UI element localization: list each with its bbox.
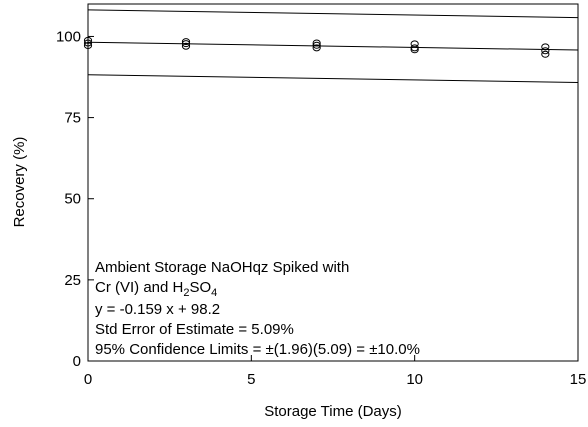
data-point <box>181 38 191 46</box>
data-point <box>312 44 321 52</box>
data-point <box>410 40 419 48</box>
data-point <box>410 44 419 52</box>
x-tick-label: 15 <box>570 371 587 388</box>
y-tick-label: 75 <box>64 110 81 127</box>
axis-tick-labels: 0 5 10 15 0 25 50 75 100 <box>56 28 586 388</box>
annotation-subscript-4: 4 <box>211 287 217 299</box>
y-tick-label: 25 <box>64 272 81 289</box>
annotation-line-1: Ambient Storage NaOHqz Spiked with <box>95 259 349 276</box>
y-tick-label: 50 <box>64 191 81 208</box>
annotation-equation: y = -0.159 x + 98.2 <box>95 301 220 318</box>
regression-line <box>87 41 579 51</box>
annotation-line-2: Cr (VI) and H2SO4 <box>95 279 217 299</box>
annotation-std-error: Std Error of Estimate = 5.09% <box>95 321 294 338</box>
data-points <box>83 36 550 58</box>
axis-ticks <box>87 35 579 362</box>
annotation-line-2-prefix: Cr (VI) and H <box>95 279 183 296</box>
data-point <box>541 47 550 55</box>
y-axis-title: Recovery (%) <box>11 137 28 228</box>
fit-lines <box>87 9 579 83</box>
x-axis-title: Storage Time (Days) <box>264 403 402 420</box>
plot-frame <box>87 3 579 362</box>
data-point <box>181 42 191 50</box>
data-point <box>83 42 93 50</box>
data-point <box>83 39 93 47</box>
annotation-block: Ambient Storage NaOHqz Spiked with Cr (V… <box>95 259 420 358</box>
x-tick-label: 10 <box>406 371 423 388</box>
upper-confidence-line <box>87 9 579 19</box>
x-tick-label: 0 <box>84 371 92 388</box>
data-point <box>541 50 550 58</box>
lower-confidence-line <box>87 74 579 83</box>
y-tick-label: 0 <box>73 353 81 370</box>
x-tick-label: 5 <box>247 371 255 388</box>
annotation-line-2-mid: SO <box>189 279 211 296</box>
data-point <box>541 43 550 51</box>
annotation-subscript-2: 2 <box>183 287 189 299</box>
data-point <box>312 41 321 49</box>
data-point <box>83 36 93 44</box>
annotation-confidence: 95% Confidence Limits = ±(1.96)(5.09) = … <box>95 341 420 358</box>
y-tick-label: 100 <box>56 28 81 45</box>
data-point <box>312 39 321 47</box>
